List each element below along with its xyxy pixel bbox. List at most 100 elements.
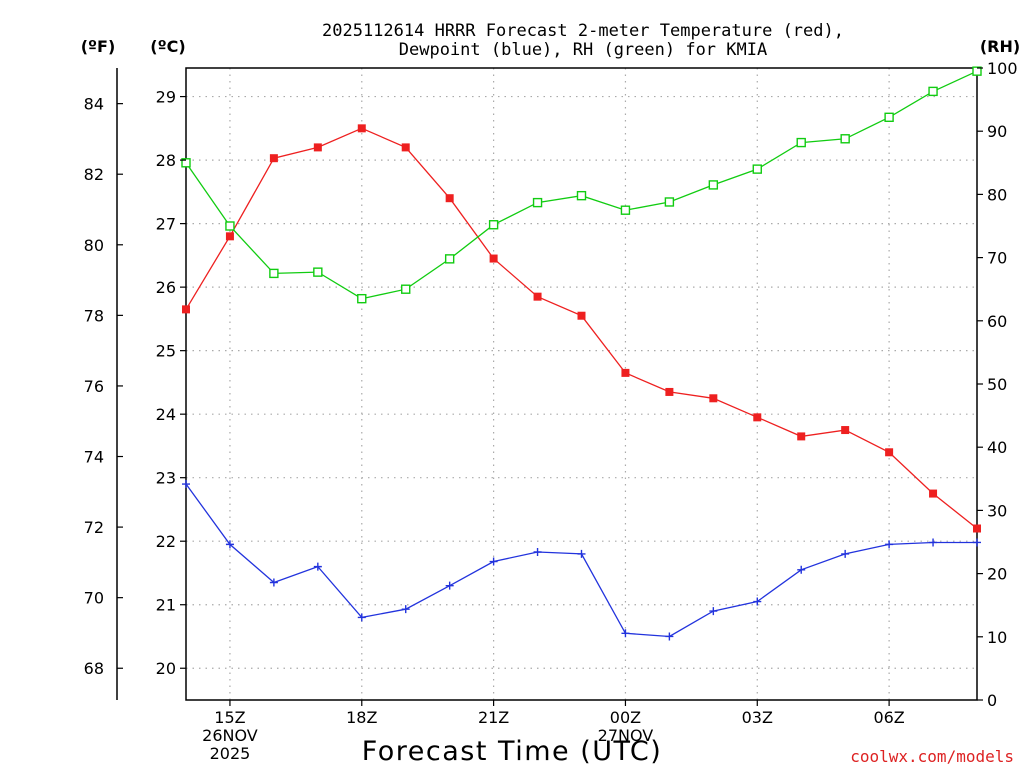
rh-point <box>708 180 719 190</box>
x-tick-label: 2025 <box>210 744 251 763</box>
rh-point <box>444 254 455 264</box>
temperature-point <box>797 432 806 441</box>
fahrenheit-tick-label: 74 <box>84 448 104 467</box>
celsius-unit-label: (ºC) <box>150 37 185 56</box>
dewpoint-point <box>269 578 278 587</box>
watermark: coolwx.com/models <box>850 747 1014 766</box>
x-tick-label: 18Z <box>346 708 377 727</box>
temperature-point <box>445 194 454 203</box>
axis-tick-labels: 20 21 22 23 24 25 26 27 28 29 68 70 72 74 76 78 80 82 84 0 1… <box>84 59 1018 710</box>
celsius-tick-label: 23 <box>156 469 176 488</box>
dewpoint-point <box>182 480 190 489</box>
rh-series <box>181 66 982 304</box>
rh-point <box>488 220 499 230</box>
rh-tick-label: 30 <box>987 501 1007 520</box>
rh-point <box>357 293 367 304</box>
x-axis-title: Forecast Time (UTC) <box>362 736 663 767</box>
rh-point <box>884 112 894 122</box>
temperature-point <box>885 448 894 457</box>
x-tick-label: 27NOV <box>598 726 654 745</box>
rh-line <box>185 70 978 300</box>
dewpoint-point <box>621 629 630 638</box>
dewpoint-point <box>797 565 806 574</box>
dewpoint-point <box>753 597 762 606</box>
grid-lines <box>186 68 977 700</box>
dewpoint-point <box>885 540 894 549</box>
temperature-point <box>225 232 234 241</box>
series-layer <box>181 66 982 641</box>
celsius-tick-label: 24 <box>156 405 176 424</box>
x-tick-label: 03Z <box>742 708 773 727</box>
temperature-point <box>533 292 542 301</box>
dewpoint-point <box>665 632 674 641</box>
temperature-point <box>665 387 674 396</box>
rh-point <box>664 197 675 207</box>
dewpoint-point <box>489 557 498 566</box>
temperature-point <box>753 413 762 422</box>
dewpoint-point <box>401 605 410 614</box>
celsius-tick-label: 25 <box>156 342 176 361</box>
temperature-point <box>182 305 190 314</box>
rh-point <box>972 66 982 76</box>
temperature-point <box>269 154 278 163</box>
rh-point <box>928 86 938 97</box>
celsius-tick-label: 20 <box>156 659 176 678</box>
temperature-point <box>841 426 850 435</box>
fahrenheit-tick-label: 70 <box>84 589 104 608</box>
temperature-point <box>709 394 718 403</box>
celsius-tick-label: 22 <box>156 532 176 551</box>
rh-tick-label: 100 <box>987 59 1018 78</box>
dewpoint-point <box>357 613 366 622</box>
plot-frame <box>185 67 978 701</box>
dewpoint-point <box>445 581 454 590</box>
dewpoint-point <box>709 607 718 616</box>
rh-point <box>752 164 762 174</box>
dewpoint-point <box>973 538 981 547</box>
rh-tick-label: 50 <box>987 375 1007 394</box>
dewpoint-point <box>313 562 322 571</box>
temperature-point <box>313 143 322 152</box>
temperature-point <box>489 254 498 263</box>
celsius-tick-label: 26 <box>156 278 176 297</box>
chart-title-line-2: Dewpoint (blue), RH (green) for KMIA <box>399 40 767 60</box>
temperature-point <box>577 311 586 320</box>
rh-point <box>620 205 631 215</box>
rh-point <box>532 197 543 208</box>
rh-point <box>313 267 323 277</box>
x-tick-label: 21Z <box>478 708 509 727</box>
dewpoint-point <box>225 540 234 549</box>
rh-point <box>576 190 587 201</box>
fahrenheit-tick-label: 68 <box>84 659 104 678</box>
x-tick-label: 00Z <box>610 708 641 727</box>
rh-tick-label: 40 <box>987 438 1007 457</box>
fahrenheit-tick-label: 80 <box>84 236 104 255</box>
dewpoint-point <box>841 549 850 558</box>
dewpoint-series <box>182 480 981 641</box>
fahrenheit-tick-label: 76 <box>84 377 104 396</box>
rh-point <box>401 284 411 294</box>
rh-tick-label: 10 <box>987 628 1007 647</box>
dewpoint-point <box>533 548 542 557</box>
celsius-tick-label: 29 <box>156 88 176 107</box>
celsius-tick-label: 21 <box>156 596 176 615</box>
dewpoint-point <box>929 538 938 547</box>
dewpoint-line <box>185 483 977 638</box>
rh-tick-label: 70 <box>987 249 1007 268</box>
temperature-point <box>621 368 630 377</box>
rh-unit-label: (RH) <box>980 37 1020 56</box>
rh-point <box>840 134 850 144</box>
fahrenheit-tick-label: 84 <box>84 95 104 114</box>
fahrenheit-tick-label: 78 <box>84 306 104 325</box>
fahrenheit-unit-label: (ºF) <box>81 37 116 56</box>
celsius-tick-label: 27 <box>156 215 176 234</box>
rh-tick-label: 80 <box>987 185 1007 204</box>
rh-tick-label: 60 <box>987 312 1007 331</box>
chart-title-line-1: 2025112614 HRRR Forecast 2-meter Tempera… <box>322 21 844 41</box>
rh-tick-label: 90 <box>987 122 1007 141</box>
temperature-point <box>929 489 938 498</box>
dewpoint-point <box>577 549 586 558</box>
rh-point <box>181 158 191 168</box>
rh-point <box>225 221 235 231</box>
